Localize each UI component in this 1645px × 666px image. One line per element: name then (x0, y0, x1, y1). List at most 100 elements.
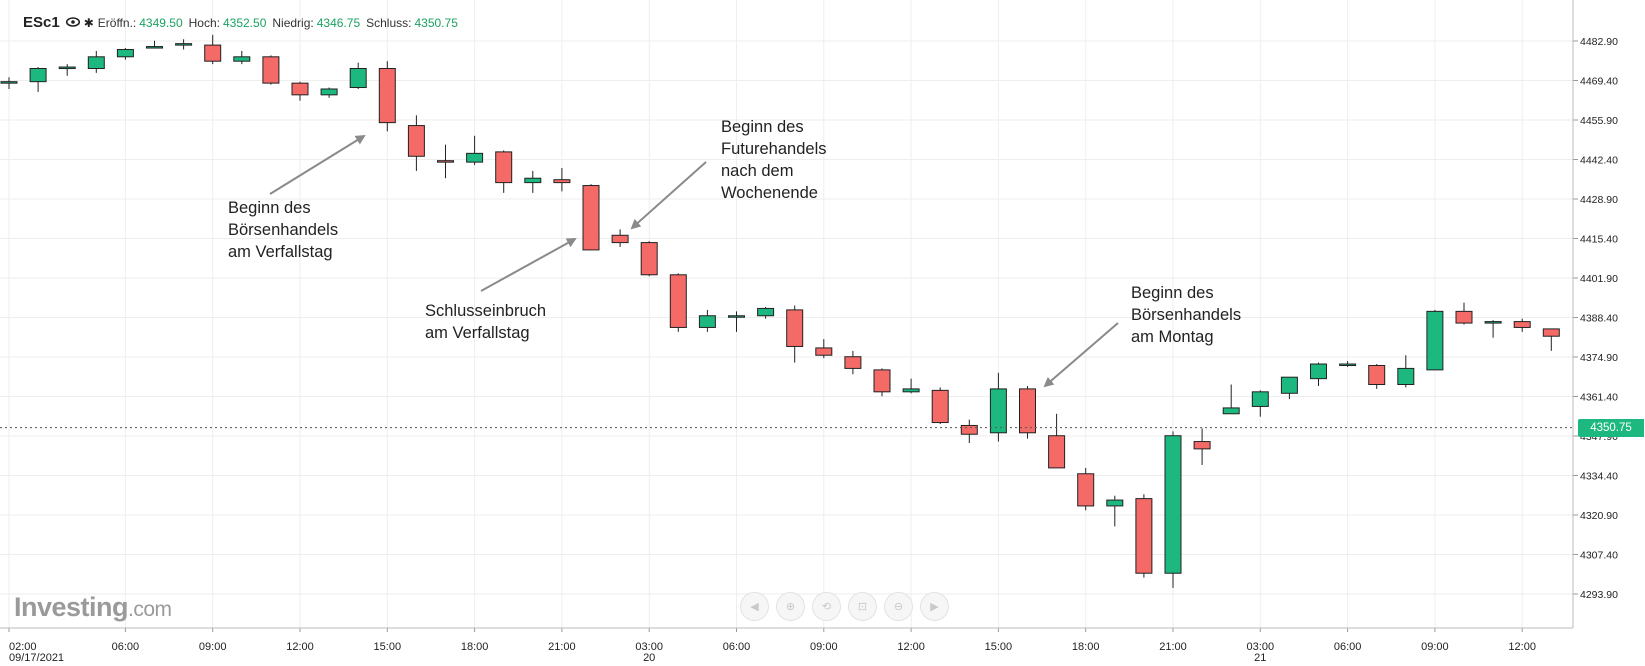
y-tick-label: 4320.90 (1580, 510, 1618, 522)
candle[interactable] (640, 241, 658, 277)
annotation-exchange-open-expiry: Beginn des Börsenhandels am Verfallstag (228, 199, 339, 261)
candle[interactable] (262, 55, 280, 85)
candle[interactable] (524, 170, 542, 193)
candle[interactable] (29, 67, 47, 92)
y-tick-label: 4415.40 (1580, 234, 1618, 246)
candle-body-up (349, 68, 367, 89)
candle[interactable] (1019, 385, 1036, 439)
candle[interactable] (146, 40, 163, 49)
x-tick-sublabel: 21 (1254, 652, 1266, 664)
candle[interactable] (1484, 320, 1502, 338)
candle-body-up (1251, 391, 1269, 407)
candle[interactable] (1310, 362, 1327, 386)
candle[interactable] (1077, 467, 1095, 511)
candle-body-up (116, 48, 134, 58)
x-tick-label: 15:00 (374, 641, 402, 653)
candle[interactable] (116, 48, 134, 60)
candle[interactable] (553, 167, 571, 192)
eye-icon[interactable] (65, 16, 80, 30)
candle[interactable] (611, 229, 629, 247)
candle[interactable] (1164, 431, 1182, 588)
candle[interactable] (175, 39, 193, 50)
candle[interactable] (1513, 318, 1531, 332)
candle[interactable] (960, 419, 978, 444)
candle-body-down (1455, 310, 1473, 324)
high-label: Hoch: (188, 15, 220, 30)
instrument-header: ESc1 ✱ Eröffn.: 4349.50 Hoch: 4352.50 Ni… (23, 14, 464, 31)
y-tick-label: 4334.40 (1580, 471, 1618, 483)
candle-body-up (320, 88, 338, 96)
chevron-right-icon[interactable]: ▶ (920, 592, 949, 621)
candle[interactable] (1280, 376, 1298, 400)
candle[interactable] (1048, 413, 1066, 469)
candle[interactable] (1542, 328, 1560, 351)
y-tick-label: 4307.40 (1580, 550, 1618, 562)
candle-body-down (1019, 388, 1036, 434)
zoom-fit-icon[interactable]: ⊡ (848, 592, 877, 621)
candle[interactable] (437, 144, 454, 179)
zoom-reset-icon[interactable]: ⟲ (812, 592, 841, 621)
candle-body-down (1513, 321, 1531, 328)
candle[interactable] (757, 306, 775, 319)
candle[interactable] (1251, 390, 1269, 417)
candle-body-down (1542, 328, 1560, 337)
candle[interactable] (989, 372, 1007, 442)
candle[interactable] (1222, 384, 1240, 415)
candle[interactable] (204, 34, 222, 65)
candle[interactable] (233, 50, 251, 65)
candle[interactable] (902, 378, 920, 394)
candle[interactable] (873, 368, 891, 397)
candle-body-up (1310, 363, 1327, 380)
candle[interactable] (407, 115, 425, 171)
candle[interactable] (1339, 361, 1357, 367)
y-tick-label: 4428.90 (1580, 194, 1618, 206)
candle[interactable] (1135, 494, 1153, 578)
candle[interactable] (669, 273, 687, 332)
annotation-arrow (630, 161, 707, 230)
candle[interactable] (1426, 309, 1444, 371)
candle[interactable] (349, 62, 367, 89)
candle-body-down (669, 274, 687, 328)
candle[interactable] (815, 339, 833, 359)
gear-icon[interactable]: ✱ (83, 15, 94, 30)
y-tick-label: 4482.90 (1580, 36, 1618, 48)
annotation-exchange-open-monday: Beginn des Börsenhandels am Montag (1131, 284, 1242, 346)
candle[interactable] (582, 184, 600, 251)
x-tick-label: 12:00 (1508, 641, 1536, 653)
open-value: 4349.50 (139, 15, 183, 30)
candle[interactable] (58, 64, 76, 76)
candle-body-up (757, 307, 775, 317)
candle-body-up (146, 46, 163, 49)
x-tick-label: 12:00 (897, 641, 925, 653)
y-tick-label: 4455.90 (1580, 115, 1618, 127)
candle[interactable] (698, 309, 716, 332)
investing-logo: Investing.com (14, 592, 172, 623)
x-tick-label: 18:00 (461, 641, 489, 653)
current-price-tag: 4350.75 (1578, 418, 1644, 437)
candle[interactable] (1368, 364, 1386, 389)
candle[interactable] (1193, 428, 1211, 465)
candle[interactable] (844, 350, 862, 375)
candle[interactable] (320, 87, 338, 98)
candle[interactable] (1397, 355, 1415, 388)
x-tick-sublabel: 20 (643, 652, 655, 664)
symbol[interactable]: ESc1 (23, 14, 60, 31)
candle[interactable] (728, 311, 745, 332)
zoom-in-icon[interactable]: ⊕ (776, 592, 805, 621)
candle-body-up (902, 388, 920, 393)
candle[interactable] (378, 61, 396, 132)
candle[interactable] (291, 81, 309, 101)
logo-main: Investing (14, 592, 129, 622)
candle[interactable] (1106, 495, 1124, 527)
candle[interactable] (87, 50, 105, 73)
zoom-out-icon[interactable]: ⊖ (884, 592, 913, 621)
candle[interactable] (466, 135, 484, 166)
candle[interactable] (931, 387, 949, 425)
candle[interactable] (0, 77, 18, 89)
candle[interactable] (786, 305, 804, 363)
candle[interactable] (495, 150, 513, 193)
chevron-left-icon[interactable]: ◀ (740, 592, 769, 621)
candle[interactable] (1455, 302, 1473, 325)
annotation-arrow (269, 134, 366, 195)
